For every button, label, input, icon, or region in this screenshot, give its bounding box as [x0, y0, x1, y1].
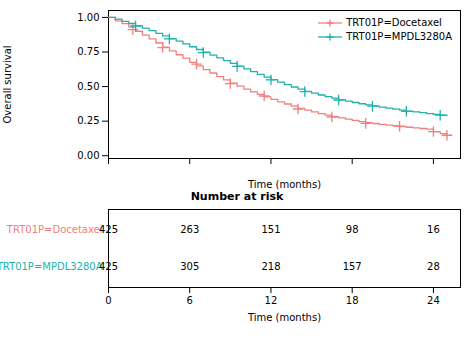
svg-text:TRT01P=Docetaxel: TRT01P=Docetaxel	[6, 224, 103, 235]
svg-text:0.50: 0.50	[77, 81, 99, 92]
svg-text:16: 16	[427, 224, 440, 235]
svg-text:0.25: 0.25	[77, 115, 99, 126]
svg-text:1.00: 1.00	[77, 12, 99, 23]
svg-text:263: 263	[180, 224, 199, 235]
svg-text:425: 425	[99, 261, 118, 272]
svg-text:24: 24	[427, 295, 440, 306]
svg-text:157: 157	[343, 261, 362, 272]
svg-text:0.75: 0.75	[77, 46, 99, 57]
svg-text:12: 12	[265, 295, 278, 306]
svg-text:6: 6	[187, 295, 193, 306]
svg-text:305: 305	[180, 261, 199, 272]
svg-text:425: 425	[99, 224, 118, 235]
svg-text:Time (months): Time (months)	[247, 312, 321, 323]
svg-text:218: 218	[261, 261, 280, 272]
svg-text:Overall survival: Overall survival	[2, 45, 13, 123]
svg-text:28: 28	[427, 261, 440, 272]
svg-text:0.00: 0.00	[77, 150, 99, 161]
svg-text:0: 0	[105, 295, 111, 306]
svg-text:151: 151	[261, 224, 280, 235]
html-text:TRT01P=Docetaxel: TRT01P=Docetaxel	[346, 17, 442, 28]
svg-text:TRT01P=MPDL3280A: TRT01P=MPDL3280A	[0, 261, 103, 272]
html-text:TRT01P=MPDL3280A: TRT01P=MPDL3280A	[346, 31, 452, 42]
svg-text:18: 18	[346, 295, 359, 306]
svg-text:Time (months): Time (months)	[247, 179, 321, 190]
svg-text:98: 98	[346, 224, 359, 235]
html-text:Number at risk: Number at risk	[190, 190, 284, 203]
